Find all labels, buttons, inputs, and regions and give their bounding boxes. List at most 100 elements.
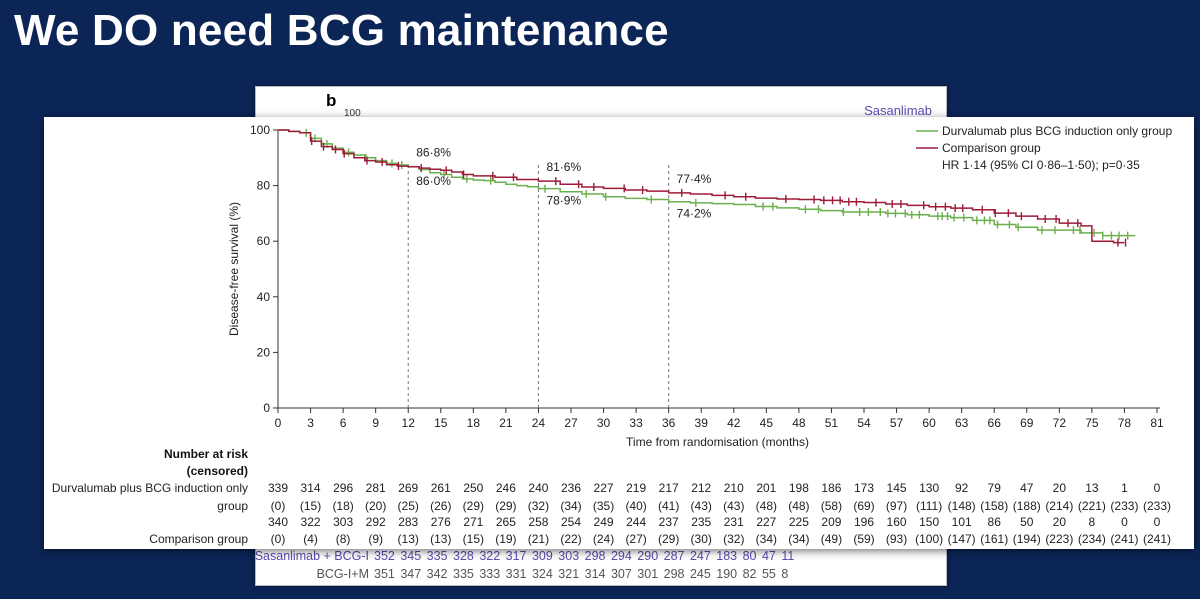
survival-annotation: 78·9% bbox=[546, 194, 581, 208]
censored-value: (0) bbox=[271, 532, 286, 546]
censored-value: (58) bbox=[821, 499, 842, 513]
at-risk-value: 340 bbox=[268, 515, 288, 529]
censored-value: (25) bbox=[398, 499, 419, 513]
censored-value: (29) bbox=[495, 499, 516, 513]
censored-value: (15) bbox=[300, 499, 321, 513]
censored-value: (161) bbox=[980, 532, 1008, 546]
at-risk-value: 210 bbox=[724, 481, 744, 495]
censored-value: (233) bbox=[1143, 499, 1171, 513]
at-risk-value: 1 bbox=[1121, 481, 1128, 495]
risk-group-label: Comparison group bbox=[149, 532, 248, 546]
y-axis-title: Disease-free survival (%) bbox=[227, 202, 241, 336]
x-tick-label: 60 bbox=[922, 416, 936, 430]
x-tick-label: 39 bbox=[695, 416, 709, 430]
background-risk-values: 352 345 335 328 322 317 309 303 298 294 … bbox=[374, 549, 795, 563]
censored-value: (233) bbox=[1110, 499, 1138, 513]
durvalumab-curve bbox=[278, 129, 1136, 237]
x-tick-label: 66 bbox=[988, 416, 1002, 430]
at-risk-value: 265 bbox=[496, 515, 516, 529]
censored-value: (147) bbox=[948, 532, 976, 546]
x-tick-label: 81 bbox=[1150, 416, 1164, 430]
at-risk-value: 20 bbox=[1053, 515, 1067, 529]
background-y-tick: 100 bbox=[344, 108, 361, 119]
at-risk-value: 296 bbox=[333, 481, 353, 495]
censored-value: (15) bbox=[463, 532, 484, 546]
at-risk-value: 225 bbox=[789, 515, 809, 529]
censored-value: (41) bbox=[658, 499, 679, 513]
at-risk-value: 219 bbox=[626, 481, 646, 495]
x-tick-label: 3 bbox=[307, 416, 314, 430]
y-tick-label: 20 bbox=[257, 345, 271, 359]
y-tick-label: 40 bbox=[257, 290, 271, 304]
censored-value: (48) bbox=[756, 499, 777, 513]
at-risk-value: 292 bbox=[366, 515, 386, 529]
legend-label: Durvalumab plus BCG induction only group bbox=[942, 124, 1172, 138]
at-risk-value: 130 bbox=[919, 481, 939, 495]
at-risk-value: 47 bbox=[1020, 481, 1034, 495]
x-tick-label: 30 bbox=[597, 416, 611, 430]
x-tick-label: 33 bbox=[629, 416, 643, 430]
x-tick-label: 42 bbox=[727, 416, 741, 430]
censored-value: (19) bbox=[495, 532, 516, 546]
background-risk-label: BCG-I+M bbox=[316, 567, 369, 581]
x-tick-label: 15 bbox=[434, 416, 448, 430]
at-risk-value: 173 bbox=[854, 481, 874, 495]
at-risk-value: 0 bbox=[1154, 515, 1161, 529]
censored-value: (35) bbox=[593, 499, 614, 513]
at-risk-value: 281 bbox=[366, 481, 386, 495]
at-risk-value: 92 bbox=[955, 481, 969, 495]
at-risk-value: 261 bbox=[431, 481, 451, 495]
censored-value: (29) bbox=[463, 499, 484, 513]
panel-label: b bbox=[326, 91, 337, 110]
censored-value: (188) bbox=[1013, 499, 1041, 513]
censored-value: (34) bbox=[788, 532, 809, 546]
censored-value: (34) bbox=[756, 532, 777, 546]
background-legend: Sasanlimab bbox=[864, 103, 932, 118]
risk-group-label: Durvalumab plus BCG induction only bbox=[52, 481, 248, 495]
at-risk-value: 101 bbox=[952, 515, 972, 529]
x-tick-label: 72 bbox=[1053, 416, 1067, 430]
censored-value: (18) bbox=[332, 499, 353, 513]
censored-value: (158) bbox=[980, 499, 1008, 513]
at-risk-value: 198 bbox=[789, 481, 809, 495]
censored-value: (49) bbox=[821, 532, 842, 546]
risk-table-header: (censored) bbox=[187, 464, 248, 478]
at-risk-value: 276 bbox=[431, 515, 451, 529]
censored-value: (221) bbox=[1078, 499, 1106, 513]
km-figure: 0 20 40 60 80 100 0 3 6 9 12 15 18 21 24 27 30 33 36 39 42 45… bbox=[44, 117, 1194, 549]
censored-value: (97) bbox=[886, 499, 907, 513]
at-risk-value: 231 bbox=[724, 515, 744, 529]
x-tick-label: 69 bbox=[1020, 416, 1034, 430]
censored-value: (234) bbox=[1078, 532, 1106, 546]
censored-value: (223) bbox=[1045, 532, 1073, 546]
risk-group-label: group bbox=[217, 499, 248, 513]
at-risk-value: 227 bbox=[594, 481, 614, 495]
censored-value: (241) bbox=[1110, 532, 1138, 546]
at-risk-value: 212 bbox=[691, 481, 711, 495]
at-risk-value: 50 bbox=[1020, 515, 1034, 529]
at-risk-value: 196 bbox=[854, 515, 874, 529]
censored-value: (27) bbox=[625, 532, 646, 546]
x-tick-label: 51 bbox=[825, 416, 839, 430]
at-risk-value: 237 bbox=[659, 515, 679, 529]
x-tick-label: 6 bbox=[340, 416, 347, 430]
at-risk-value: 20 bbox=[1053, 481, 1067, 495]
at-risk-value: 258 bbox=[528, 515, 548, 529]
at-risk-value: 209 bbox=[821, 515, 841, 529]
at-risk-value: 240 bbox=[528, 481, 548, 495]
background-risk-label: Sasanlimab + BCG-I bbox=[254, 549, 369, 563]
y-tick-label: 60 bbox=[257, 234, 271, 248]
at-risk-value: 250 bbox=[463, 481, 483, 495]
at-risk-value: 236 bbox=[561, 481, 581, 495]
at-risk-value: 150 bbox=[919, 515, 939, 529]
censored-value: (69) bbox=[853, 499, 874, 513]
at-risk-value: 314 bbox=[301, 481, 321, 495]
censored-value: (32) bbox=[723, 532, 744, 546]
at-risk-value: 254 bbox=[561, 515, 581, 529]
censored-value: (48) bbox=[788, 499, 809, 513]
x-tick-label: 45 bbox=[760, 416, 774, 430]
at-risk-value: 0 bbox=[1154, 481, 1161, 495]
censored-value: (148) bbox=[948, 499, 976, 513]
censored-value: (214) bbox=[1045, 499, 1073, 513]
